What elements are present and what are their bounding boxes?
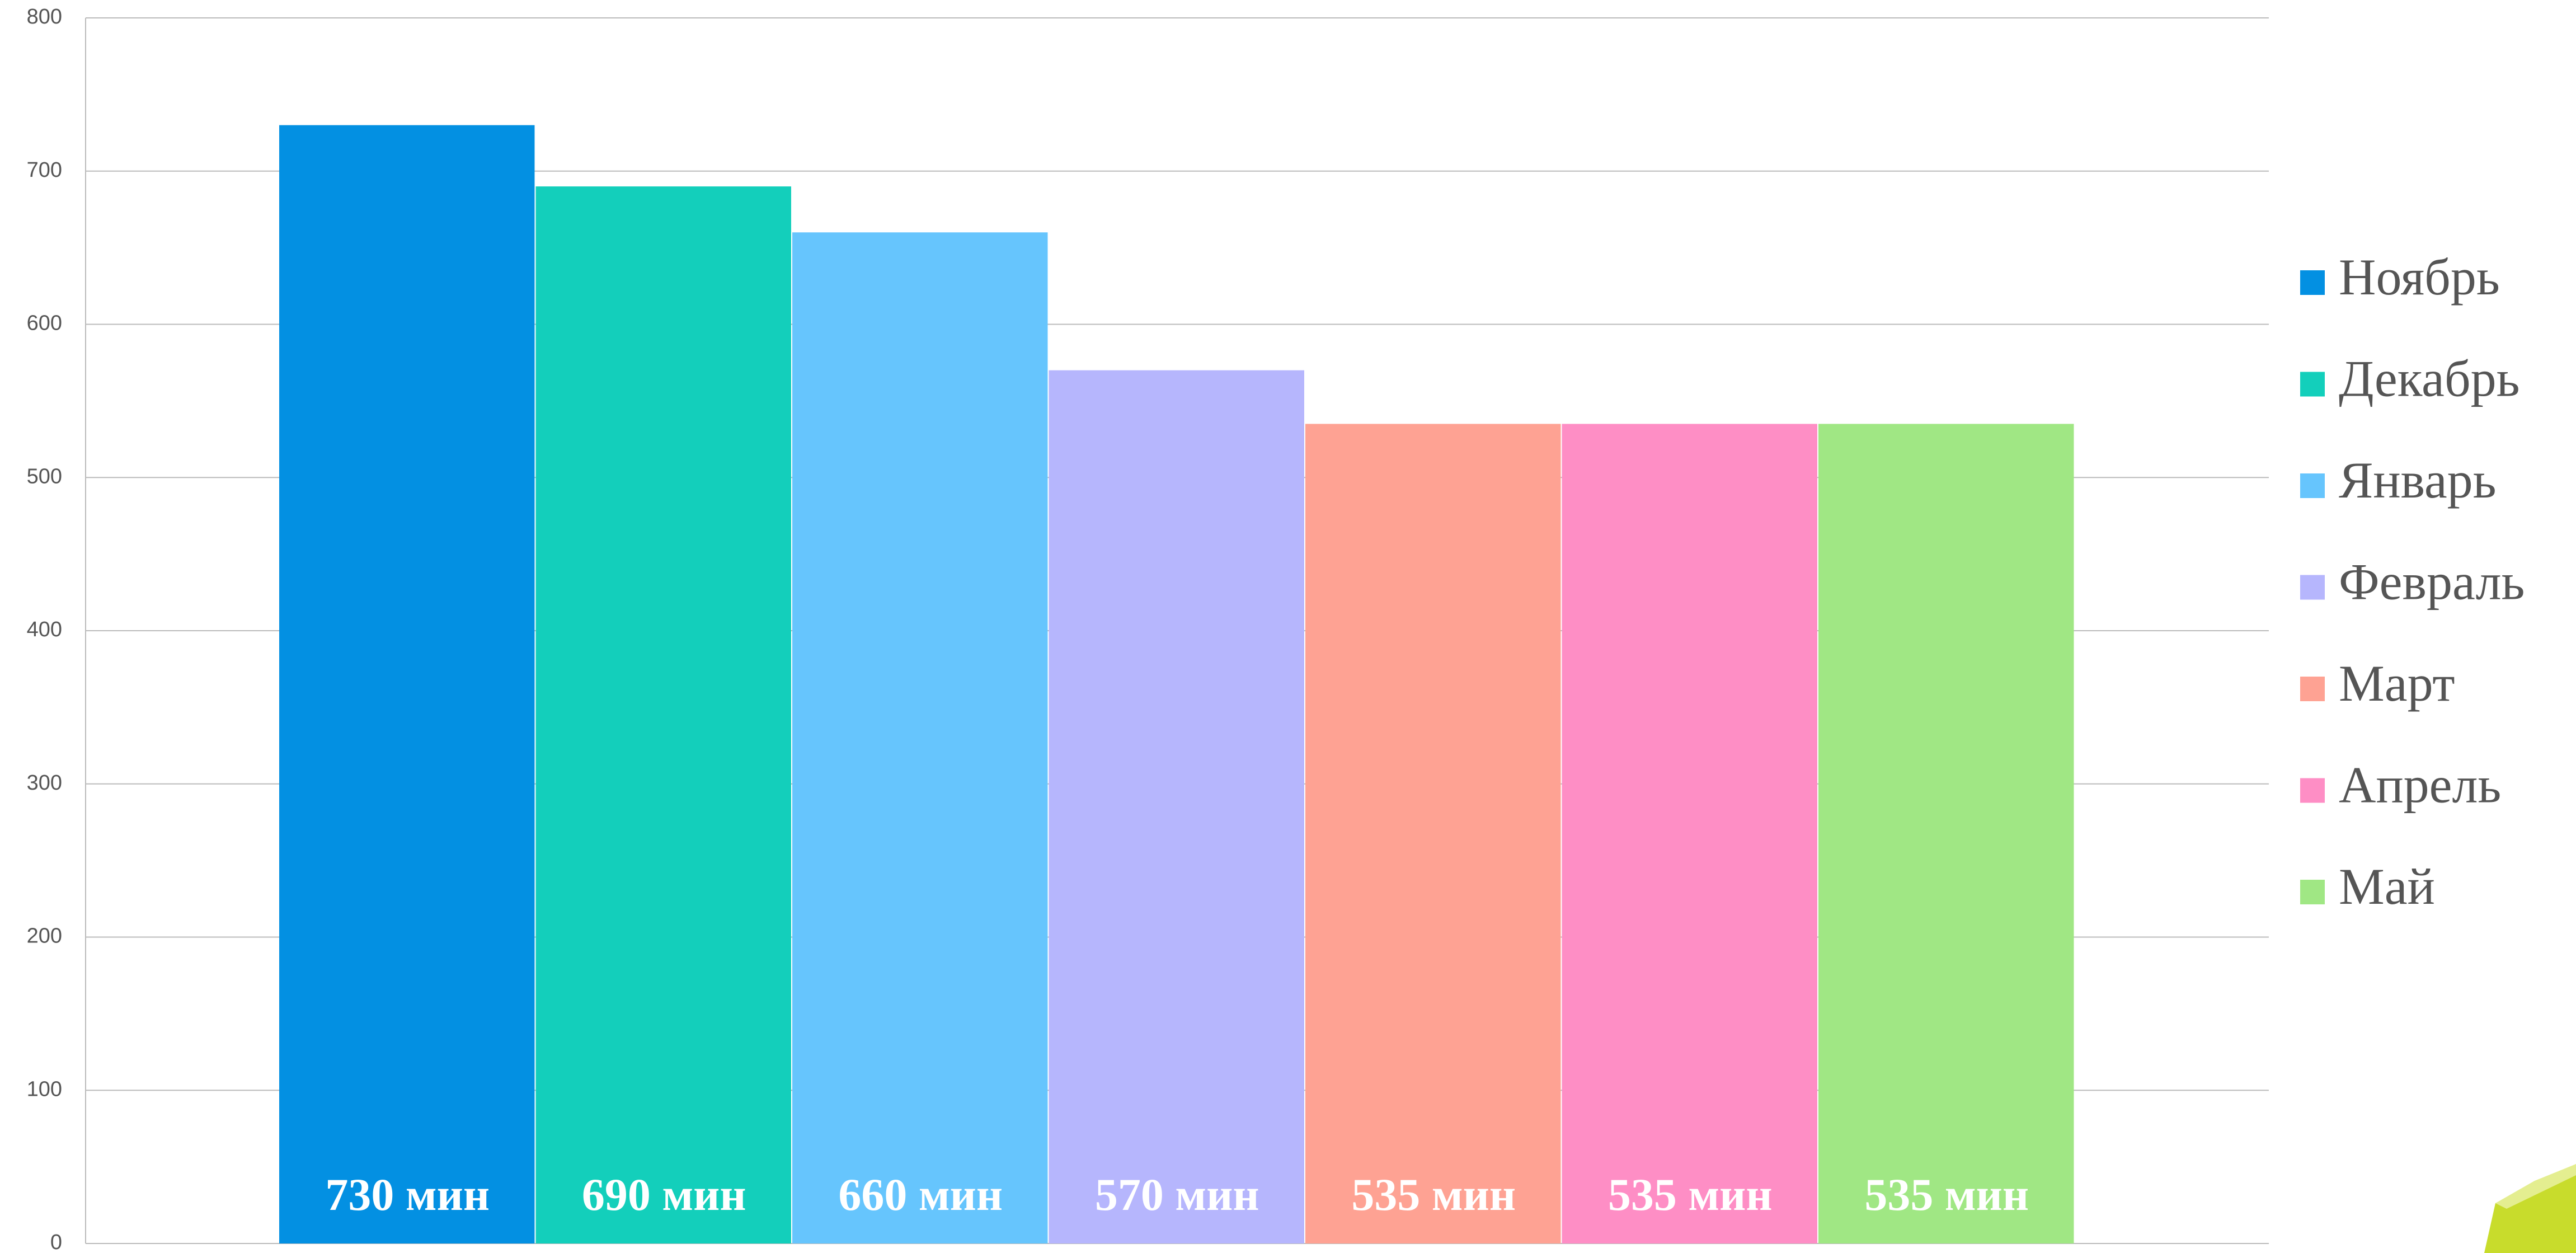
legend-swatch xyxy=(2300,778,2325,803)
data-label: 535 мин xyxy=(1608,1169,1773,1220)
bar xyxy=(792,232,1048,1243)
y-tick-label: 200 xyxy=(27,925,62,948)
bar xyxy=(1562,424,1818,1243)
y-tick-label: 400 xyxy=(27,618,62,641)
legend-label: Апрель xyxy=(2339,757,2501,814)
data-label: 535 мин xyxy=(1351,1169,1516,1220)
bar xyxy=(1818,424,2074,1243)
y-tick-label: 800 xyxy=(27,5,62,29)
legend-swatch xyxy=(2300,473,2325,498)
y-tick-label: 700 xyxy=(27,158,62,182)
data-label: 535 мин xyxy=(1864,1169,2029,1220)
legend-swatch xyxy=(2300,677,2325,701)
bar xyxy=(1305,424,1561,1243)
y-tick-label: 0 xyxy=(50,1231,62,1253)
legend-label: Февраль xyxy=(2339,553,2525,611)
y-tick-label: 300 xyxy=(27,771,62,795)
data-label: 660 мин xyxy=(838,1169,1003,1220)
legend-label: Март xyxy=(2339,655,2455,712)
y-tick-label: 500 xyxy=(27,464,62,488)
page: 0 100 200 300 400 500 600 700 800 730 мин Ноябрь 69… xyxy=(0,0,2576,1253)
legend-swatch xyxy=(2300,372,2325,397)
legend-swatch xyxy=(2300,575,2325,600)
data-label: 570 мин xyxy=(1095,1169,1259,1220)
chart: 0 100 200 300 400 500 600 700 800 730 мин Ноябрь 69… xyxy=(0,0,2576,1253)
data-label: 730 мин xyxy=(325,1169,490,1220)
legend-label: Ноябрь xyxy=(2339,248,2500,306)
bar xyxy=(279,125,535,1243)
y-tick-label: 600 xyxy=(27,312,62,335)
y-tick-label: 100 xyxy=(27,1077,62,1101)
data-label: 690 мин xyxy=(582,1169,746,1220)
bar xyxy=(536,186,792,1243)
legend-swatch xyxy=(2300,880,2325,904)
legend-label: Декабрь xyxy=(2339,350,2520,407)
legend-label: Январь xyxy=(2339,452,2497,509)
legend-label: Май xyxy=(2339,858,2435,915)
bar xyxy=(1049,370,1305,1243)
legend-swatch xyxy=(2300,270,2325,295)
